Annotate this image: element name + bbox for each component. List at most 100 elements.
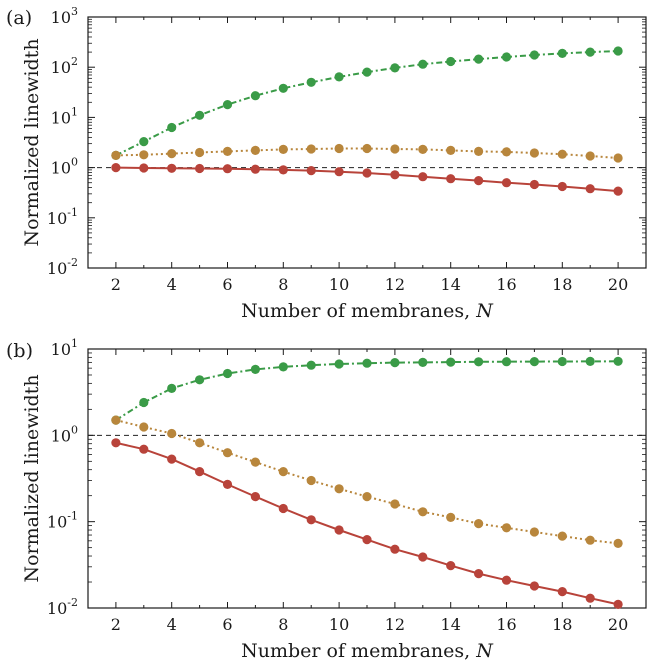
data-point (613, 153, 623, 163)
y-tick-exponent: -2 (67, 256, 78, 269)
data-point (501, 523, 512, 533)
data-point (222, 100, 233, 110)
data-point (139, 150, 149, 160)
y-axis-label: Normalized linewidth (21, 374, 43, 582)
data-point (474, 357, 484, 367)
series-line-3 (115, 441, 619, 606)
data-point (613, 538, 623, 549)
data-point (446, 145, 456, 155)
y-tick-label: 101 (51, 105, 78, 127)
data-point (501, 575, 512, 585)
x-tick-label: 4 (167, 615, 177, 634)
data-point (390, 499, 400, 509)
data-point (195, 467, 205, 477)
x-tick-label: 16 (496, 275, 516, 294)
data-point (585, 47, 595, 57)
data-point (222, 448, 233, 458)
series-line-1 (115, 50, 619, 157)
data-point (111, 150, 121, 160)
data-point (250, 91, 260, 101)
data-point (557, 531, 567, 541)
data-point (418, 144, 428, 154)
y-tick-base: 10 (47, 513, 67, 532)
x-tick-label: 8 (278, 615, 288, 634)
data-point (585, 356, 595, 366)
x-tick-label: 4 (167, 275, 177, 294)
data-point (306, 144, 316, 154)
data-point (167, 428, 177, 439)
data-point (390, 544, 400, 554)
data-point (501, 52, 512, 62)
x-axis-label: Number of membranes, N (241, 300, 494, 322)
data-point (250, 364, 260, 374)
data-point (557, 356, 567, 367)
data-point (557, 181, 567, 192)
data-point (613, 186, 623, 196)
data-point (306, 475, 316, 486)
data-point (418, 507, 428, 517)
y-tick-base: 10 (47, 259, 67, 278)
data-point (278, 362, 288, 372)
data-point (334, 143, 344, 154)
y-tick-label: 101 (51, 337, 78, 359)
data-point (446, 174, 456, 184)
data-point (418, 552, 428, 562)
y-tick-label: 10-2 (47, 596, 78, 618)
x-tick-label: 10 (329, 615, 349, 634)
data-point (557, 587, 567, 597)
data-point (195, 163, 205, 174)
x-tick-label: 12 (385, 615, 405, 634)
data-point (362, 492, 372, 502)
data-point (139, 397, 149, 408)
x-tick-label: 2 (111, 615, 121, 634)
data-point (474, 519, 484, 529)
data-point (585, 535, 595, 545)
data-point (278, 503, 288, 514)
data-point (557, 48, 567, 59)
y-axis-label: Normalized linewidth (21, 38, 43, 246)
x-tick-label: 6 (222, 275, 232, 294)
data-point (529, 357, 540, 367)
data-point (167, 163, 177, 173)
data-point (111, 438, 121, 448)
data-point (390, 63, 400, 73)
y-tick-exponent: 0 (71, 423, 78, 436)
y-tick-label: 100 (51, 423, 78, 445)
x-tick-label: 20 (608, 615, 628, 634)
data-point (529, 527, 540, 537)
data-point (613, 356, 623, 366)
data-point (585, 184, 595, 194)
data-point (139, 163, 149, 173)
data-point (362, 143, 372, 154)
y-tick-exponent: 0 (71, 156, 78, 169)
data-point (278, 83, 288, 93)
x-tick-label: 14 (441, 275, 461, 294)
data-point (501, 357, 512, 367)
y-tick-base: 10 (47, 209, 67, 228)
data-point (222, 164, 233, 174)
data-point (362, 67, 372, 77)
x-tick-label: 20 (608, 275, 628, 294)
data-point (278, 467, 288, 477)
data-point (529, 148, 540, 158)
x-axis-label-variable: N (475, 300, 494, 322)
data-point (222, 479, 233, 489)
y-tick-base: 10 (51, 340, 71, 359)
y-tick-base: 10 (47, 599, 67, 618)
data-point (501, 147, 512, 157)
data-point (529, 581, 540, 591)
data-point (278, 165, 288, 175)
data-point (278, 144, 288, 154)
y-tick-exponent: -2 (67, 596, 78, 609)
data-point (167, 122, 177, 133)
series-line-2 (115, 419, 619, 545)
panel-label: (a) (6, 7, 32, 29)
data-point (306, 515, 316, 525)
data-point (167, 383, 177, 393)
data-point (334, 167, 344, 177)
data-point (195, 110, 205, 120)
data-point (334, 359, 344, 369)
data-point (529, 179, 540, 190)
